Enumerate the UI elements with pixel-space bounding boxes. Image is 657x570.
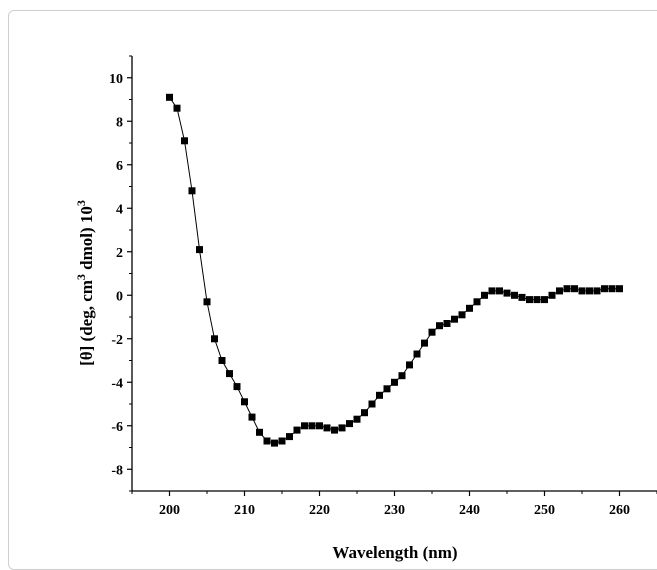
data-point	[443, 320, 451, 327]
y-axis-title-prefix: [θ] (deg, cm	[77, 280, 96, 366]
data-point	[361, 409, 368, 417]
x-tick-label: 210	[234, 503, 255, 518]
data-point	[436, 322, 443, 330]
data-point	[406, 361, 413, 369]
y-axis-title-middle: dmol) 10	[77, 206, 96, 274]
tick-labels: -8 -6 -4 -2 0 2 4 6 8 10 200 210 220 230 240 250 260	[109, 72, 630, 518]
y-tick-label: 6	[116, 159, 123, 174]
x-tick-label: 240	[459, 503, 480, 518]
x-tick-label: 250	[534, 503, 555, 518]
data-point	[586, 287, 593, 295]
y-tick-label: -8	[111, 463, 123, 478]
data-point	[503, 289, 511, 297]
data-point	[241, 398, 248, 406]
data-point	[383, 385, 391, 393]
data-point	[548, 291, 556, 299]
data-point	[481, 291, 488, 299]
data-point	[488, 287, 496, 295]
y-tick-label: -6	[111, 420, 123, 435]
data-point	[323, 424, 331, 432]
data-point	[181, 137, 188, 145]
x-tick-label: 230	[384, 503, 405, 518]
data-point	[563, 285, 571, 293]
data-point	[556, 287, 563, 295]
data-point	[218, 357, 226, 364]
axes	[127, 55, 657, 496]
data-point	[286, 433, 293, 441]
y-axis-title-sup2: 3	[74, 200, 88, 206]
plot-area	[166, 93, 623, 447]
data-point	[248, 413, 256, 421]
data-point	[608, 285, 616, 293]
data-point	[458, 311, 466, 319]
y-axis-title-sup1: 3	[74, 274, 88, 280]
data-point	[496, 287, 503, 295]
data-point	[353, 415, 361, 423]
data-point	[398, 372, 406, 380]
data-point	[211, 335, 218, 343]
data-point	[316, 422, 323, 430]
data-point	[466, 304, 473, 312]
y-tick-label: 8	[116, 115, 123, 130]
data-point	[541, 296, 548, 304]
y-tick-label: 2	[116, 246, 123, 261]
data-point	[593, 287, 601, 295]
data-point	[271, 439, 278, 447]
y-tick-label: 0	[116, 289, 123, 304]
y-tick-label: 4	[116, 202, 123, 217]
data-point	[533, 296, 541, 304]
data-point	[526, 296, 533, 304]
data-point	[578, 287, 586, 295]
data-point	[421, 339, 428, 347]
data-point	[571, 285, 578, 293]
data-point	[166, 93, 173, 101]
data-point	[278, 437, 286, 445]
data-point	[293, 426, 301, 434]
data-point	[338, 424, 346, 432]
series-line	[169, 97, 620, 444]
data-point	[233, 383, 241, 391]
x-tick-label: 260	[609, 503, 630, 518]
data-point	[368, 400, 376, 408]
data-point	[413, 350, 421, 358]
x-tick-label: 220	[309, 503, 330, 518]
data-point	[203, 298, 211, 306]
x-tick-label: 200	[159, 503, 180, 518]
y-tick-label: 10	[109, 72, 123, 87]
data-point	[473, 298, 481, 306]
data-point	[226, 370, 233, 378]
data-point	[263, 437, 271, 445]
data-point	[256, 428, 263, 436]
data-point	[518, 293, 526, 301]
data-point	[511, 291, 518, 299]
y-tick-label: -2	[111, 333, 123, 348]
data-point	[601, 285, 608, 293]
data-point	[616, 285, 623, 293]
data-point	[376, 391, 383, 399]
data-point	[428, 328, 436, 336]
data-point	[331, 426, 338, 434]
data-point	[391, 378, 398, 386]
data-point	[188, 187, 196, 195]
data-point	[451, 315, 458, 323]
y-axis-title: [θ] (deg, cm3 dmol) 103	[74, 200, 96, 366]
x-axis-title: Wavelength (nm)	[332, 543, 457, 562]
data-point	[196, 246, 203, 254]
y-tick-label: -4	[111, 376, 123, 391]
data-point	[301, 422, 308, 430]
data-point	[173, 104, 181, 112]
data-point	[308, 422, 316, 430]
data-point	[346, 420, 353, 428]
